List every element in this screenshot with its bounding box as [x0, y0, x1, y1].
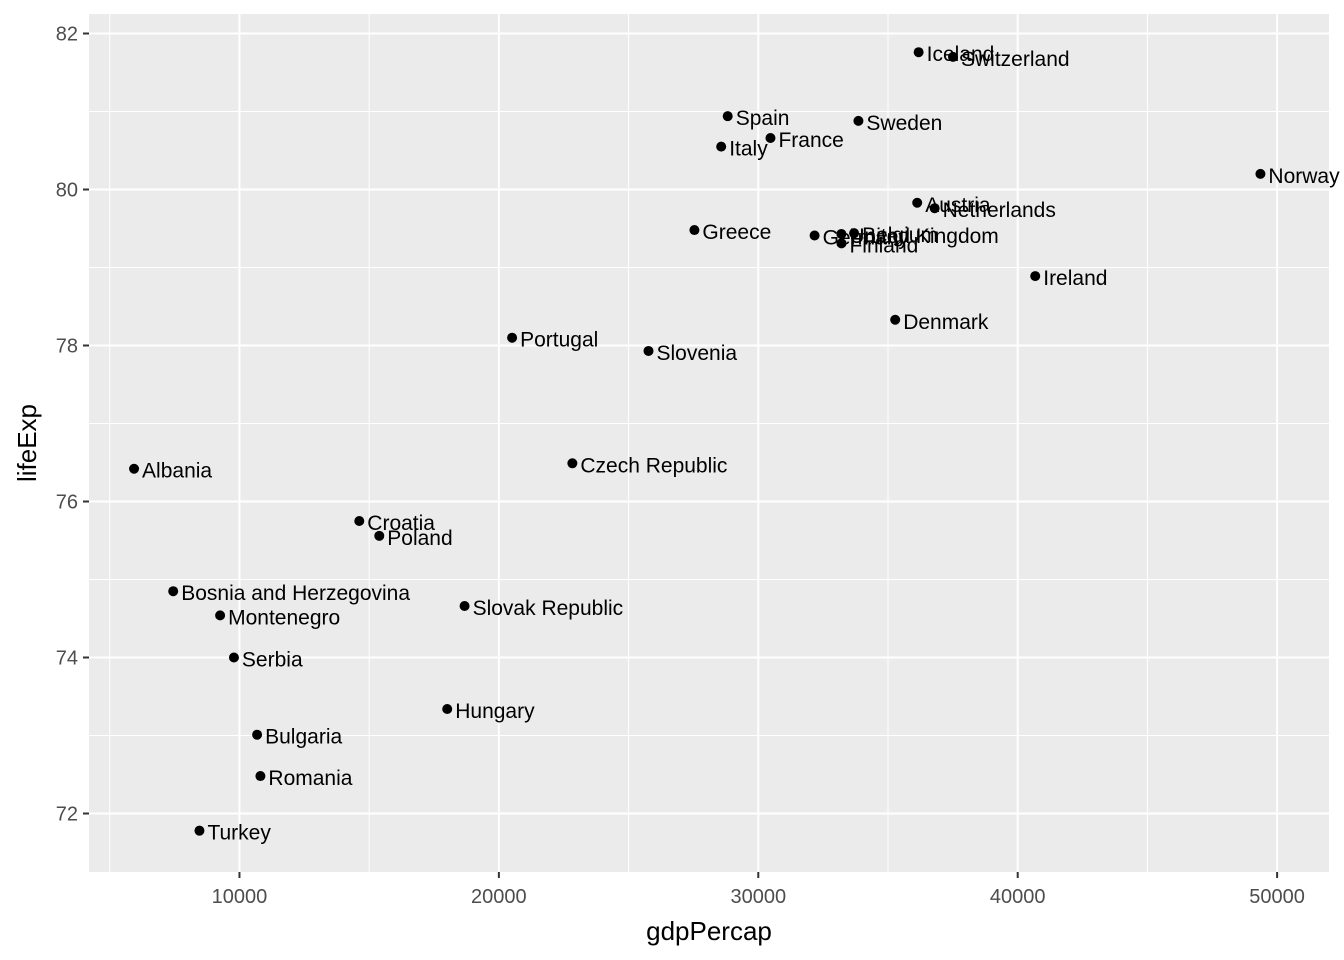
point-label: Italy: [729, 138, 768, 161]
data-point: [853, 115, 864, 126]
data-point: [716, 141, 727, 152]
point-label: Slovak Republic: [473, 597, 624, 620]
point-label: Norway: [1268, 165, 1340, 188]
point-label: Slovenia: [657, 342, 738, 365]
data-point: [836, 238, 847, 249]
point-label: Germany: [823, 227, 910, 250]
point-label: Austria: [925, 194, 991, 217]
data-point: [459, 601, 470, 612]
data-point: [689, 225, 700, 236]
point-label: Bulgaria: [265, 726, 342, 749]
data-point: [215, 610, 226, 621]
x-tick-label: 40000: [990, 886, 1046, 908]
point-label: Denmark: [903, 311, 989, 334]
y-tick-label: 82: [56, 24, 78, 46]
data-point: [643, 345, 654, 356]
data-point: [836, 228, 847, 239]
y-tick-label: 74: [56, 648, 78, 670]
x-tick-label: 30000: [730, 886, 786, 908]
point-label: Ireland: [1043, 267, 1107, 290]
point-label: Greece: [702, 221, 771, 244]
y-tick-label: 76: [56, 492, 78, 514]
data-point: [374, 530, 385, 541]
point-label: Croatia: [367, 512, 435, 535]
data-point: [912, 197, 923, 208]
minor-gridlines: [89, 14, 1329, 872]
point-label: Iceland: [927, 43, 995, 66]
point-label: Romania: [268, 767, 352, 790]
point-label: Netherlands: [943, 199, 1056, 222]
point-labels: Albania Austria Belgium Bosnia and Herzegov…: [142, 43, 1340, 844]
point-label: Albania: [142, 460, 212, 483]
data-point: [948, 51, 959, 62]
major-gridlines: [89, 14, 1329, 872]
y-tick-label: 72: [56, 804, 78, 826]
data-point: [228, 652, 239, 663]
point-label: Czech Republic: [580, 454, 727, 477]
data-point: [809, 230, 820, 241]
data-point: [929, 203, 940, 214]
data-point: [252, 729, 263, 740]
y-axis-title: lifeExp: [12, 404, 42, 482]
point-label: Hungary: [455, 700, 535, 723]
y-tick-label: 80: [56, 180, 78, 202]
data-point: [442, 703, 453, 714]
x-axis: 10000 20000 30000 40000 50000: [212, 872, 1305, 908]
data-point: [913, 47, 924, 58]
point-label: Montenegro: [228, 606, 340, 629]
x-axis-title: gdpPercap: [646, 916, 772, 946]
point-label: Bosnia and Herzegovina: [181, 582, 410, 605]
data-point: [168, 586, 179, 597]
data-point: [1030, 271, 1041, 282]
data-point: [890, 314, 901, 325]
point-label: Serbia: [242, 649, 303, 672]
plot-panel: [89, 14, 1329, 872]
data-point: [194, 825, 205, 836]
point-label: Switzerland: [961, 48, 1070, 71]
point-label: Turkey: [207, 822, 271, 845]
y-axis: 72 74 76 78 80 82: [56, 24, 89, 826]
point-label: Belgium: [862, 224, 938, 247]
x-tick-label: 50000: [1249, 886, 1305, 908]
data-point: [1255, 168, 1266, 179]
data-point: [849, 228, 860, 239]
data-point: [354, 516, 365, 526]
point-label: United Kingdom: [849, 225, 998, 248]
point-label: Poland: [387, 527, 452, 550]
point-label: Portugal: [520, 329, 598, 352]
x-tick-label: 10000: [212, 886, 268, 908]
data-point: [129, 463, 140, 474]
data-point: [567, 458, 578, 469]
data-points: [129, 47, 1266, 836]
data-point: [765, 133, 776, 144]
point-label: Finland: [849, 234, 918, 257]
x-tick-label: 20000: [471, 886, 527, 908]
data-point: [255, 771, 266, 782]
data-point: [507, 332, 518, 343]
point-label: Spain: [736, 107, 790, 130]
point-label: France: [778, 129, 843, 152]
point-label: Sweden: [866, 112, 942, 135]
y-tick-label: 78: [56, 336, 78, 358]
data-point: [722, 111, 733, 122]
